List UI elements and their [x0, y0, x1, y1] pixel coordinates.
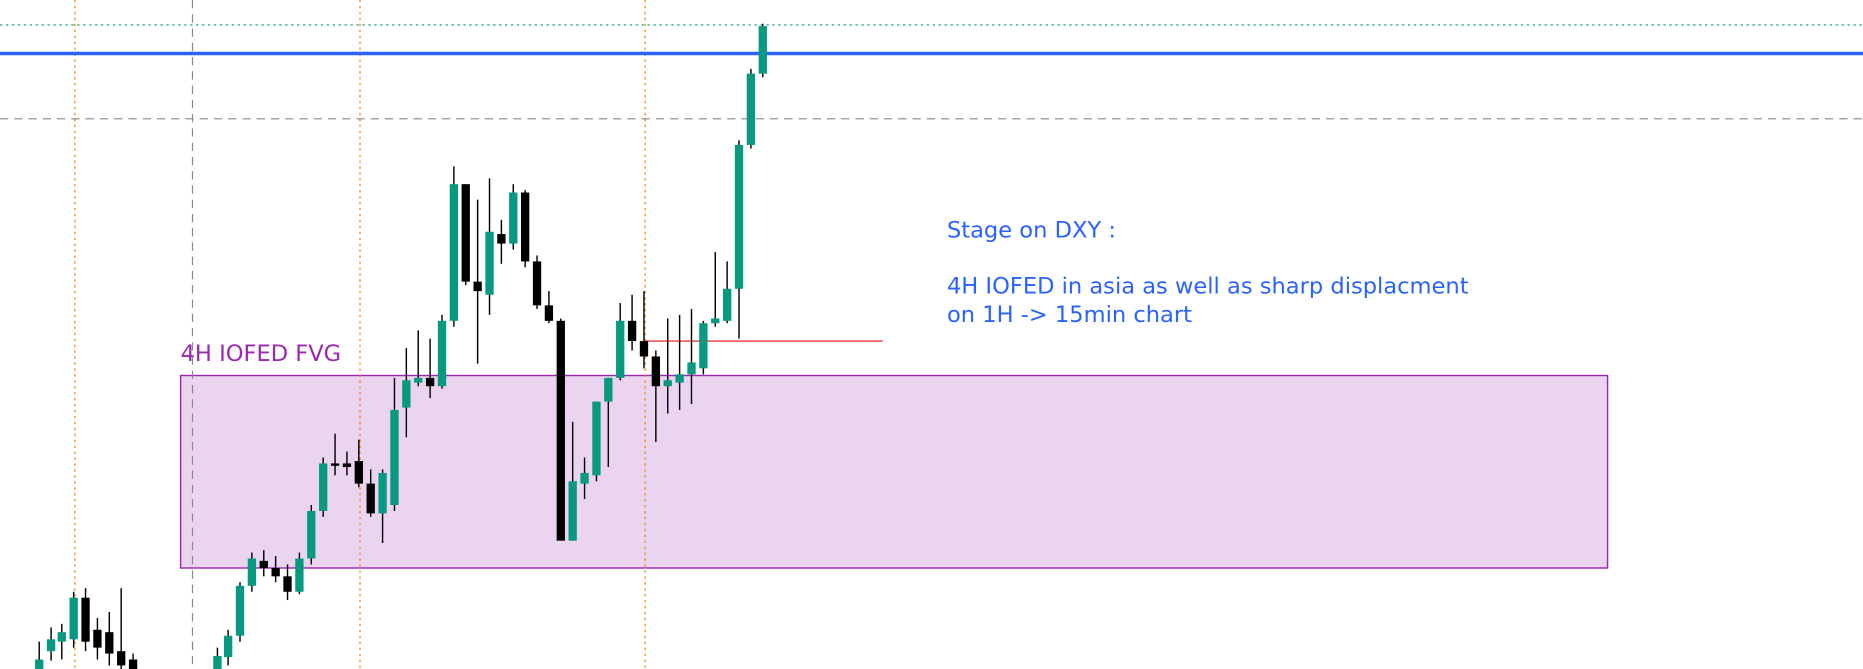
- candle-body: [271, 567, 280, 577]
- candle-body: [247, 558, 257, 586]
- candle-body: [461, 184, 470, 282]
- candle-body: [509, 192, 518, 244]
- candle-body: [319, 463, 328, 511]
- candle-body: [425, 377, 435, 387]
- candle-body: [485, 231, 494, 295]
- candle-body: [663, 380, 672, 387]
- candle-body: [437, 320, 447, 387]
- candle-body: [128, 659, 138, 669]
- candle-body: [592, 401, 601, 476]
- candle-body: [330, 463, 340, 466]
- candle-body: [568, 481, 577, 541]
- candle-body: [223, 635, 233, 658]
- candle-body: [378, 472, 387, 514]
- candle-body: [307, 510, 316, 559]
- candle-body: [675, 374, 684, 383]
- annotation: 4H IOFED in asia as well as sharp displa…: [947, 274, 1469, 300]
- candle-body: [81, 597, 90, 642]
- candle-body: [497, 234, 506, 244]
- fvg-zone: [179, 374, 1609, 569]
- candle-body: [449, 184, 459, 321]
- candle-body: [687, 362, 696, 375]
- candle-body: [402, 380, 411, 408]
- candle-body: [651, 356, 661, 387]
- annotation: Stage on DXY :: [947, 218, 1116, 244]
- candle-body: [473, 281, 482, 292]
- candle-body: [259, 560, 268, 568]
- candle-body: [711, 318, 720, 324]
- candle-body: [639, 341, 649, 357]
- candle-body: [283, 576, 292, 592]
- zone-label: 4H IOFED FVG: [181, 341, 342, 367]
- candle-body: [366, 483, 375, 514]
- candle-body: [616, 320, 625, 378]
- candle-body: [35, 659, 44, 669]
- candle-body: [354, 461, 363, 484]
- candle-body: [57, 632, 66, 642]
- candle-body: [627, 320, 637, 342]
- candle-body: [342, 463, 352, 467]
- candle-body: [105, 632, 114, 654]
- candle-body: [520, 192, 530, 262]
- candle-body: [213, 655, 222, 669]
- candle-body: [93, 629, 102, 648]
- candle-body: [117, 651, 126, 666]
- annotation: on 1H -> 15min chart: [947, 302, 1192, 328]
- candle-body: [699, 323, 708, 369]
- candle-body: [544, 305, 554, 321]
- candle-body: [295, 558, 304, 592]
- candle-body: [69, 597, 78, 640]
- candle-body: [746, 73, 756, 145]
- candle-body: [734, 144, 744, 289]
- candle-body: [390, 409, 399, 506]
- candle-body: [46, 639, 56, 652]
- candle-body: [414, 377, 423, 383]
- candle-body: [532, 261, 542, 306]
- candle-body: [580, 472, 589, 484]
- candle-body: [235, 585, 245, 636]
- candle-body: [604, 377, 613, 402]
- candle-body: [758, 26, 767, 74]
- candle-body: [722, 288, 732, 321]
- candle-body: [556, 320, 565, 541]
